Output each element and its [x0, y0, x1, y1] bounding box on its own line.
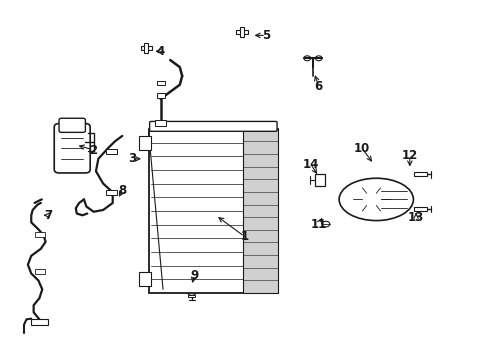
Text: 14: 14 — [302, 158, 318, 171]
Bar — [240, 27, 244, 37]
Text: 13: 13 — [407, 211, 423, 224]
Text: 6: 6 — [314, 80, 322, 93]
Bar — [105, 149, 117, 154]
Ellipse shape — [339, 178, 412, 221]
Bar — [413, 207, 426, 211]
Text: 5: 5 — [262, 29, 270, 42]
Bar — [31, 319, 48, 325]
Text: 11: 11 — [310, 217, 326, 231]
Bar — [35, 269, 45, 274]
Bar — [413, 172, 426, 176]
Text: 12: 12 — [401, 149, 417, 162]
Bar — [148, 129, 278, 293]
Text: 2: 2 — [89, 144, 98, 157]
Bar — [105, 190, 117, 195]
Bar — [144, 43, 148, 53]
Text: 4: 4 — [156, 45, 164, 58]
Bar — [155, 120, 166, 126]
Circle shape — [361, 192, 380, 207]
FancyBboxPatch shape — [59, 118, 85, 132]
Circle shape — [352, 186, 389, 213]
Bar — [236, 30, 247, 34]
Text: 10: 10 — [353, 142, 369, 155]
Circle shape — [315, 56, 322, 61]
Bar — [157, 81, 165, 85]
Circle shape — [187, 289, 196, 295]
Text: 8: 8 — [118, 184, 126, 197]
Bar — [188, 294, 195, 297]
Bar — [140, 46, 152, 50]
Text: 9: 9 — [190, 269, 198, 282]
Bar — [139, 136, 151, 150]
Bar — [243, 129, 278, 293]
Circle shape — [304, 56, 310, 61]
Bar — [139, 272, 151, 286]
Circle shape — [322, 221, 329, 227]
Bar — [315, 174, 325, 186]
FancyBboxPatch shape — [54, 123, 90, 173]
Text: 1: 1 — [240, 230, 248, 243]
Bar — [35, 232, 45, 237]
Bar — [157, 93, 165, 98]
FancyBboxPatch shape — [149, 121, 277, 131]
Text: 7: 7 — [44, 209, 52, 222]
Text: 3: 3 — [127, 152, 136, 165]
